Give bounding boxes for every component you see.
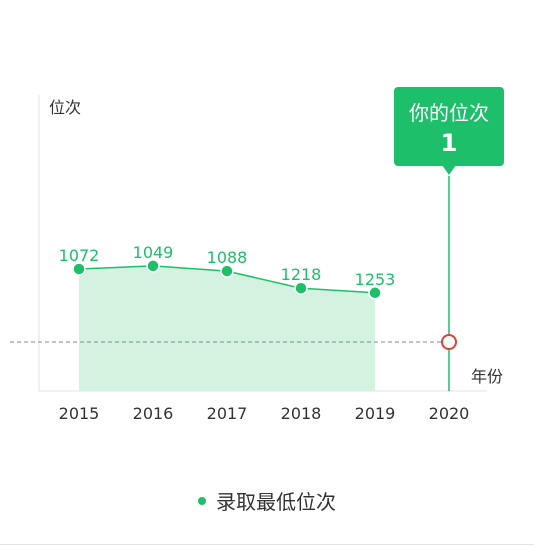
legend-dot-icon: [198, 496, 206, 505]
divider: [0, 544, 534, 545]
data-point-2015: [72, 262, 86, 276]
x-tick-2019: 2019: [355, 404, 396, 423]
data-label-2019: 1253: [355, 270, 396, 289]
user-rank-marker: [441, 334, 457, 350]
data-label-2018: 1218: [281, 265, 322, 284]
legend-label: 录取最低位次: [216, 490, 336, 514]
data-label-2015: 1072: [59, 246, 100, 265]
x-tick-2015: 2015: [59, 404, 100, 423]
x-tick-2018: 2018: [281, 404, 322, 423]
data-point-2017: [220, 264, 234, 278]
x-tick-2020: 2020: [429, 404, 470, 423]
user-rank-callout-value: 1: [441, 129, 458, 157]
area-fill: [79, 265, 375, 391]
user-rank-callout-pointer: [442, 165, 456, 175]
rank-chart: 位次 年份 1072 1049 1088 1218 1253 2015 2016 2017 2…: [10, 87, 504, 423]
data-label-2016: 1049: [133, 243, 174, 262]
data-point-2016: [146, 259, 160, 273]
data-label-2017: 1088: [207, 248, 248, 267]
x-tick-2016: 2016: [133, 404, 174, 423]
data-point-2019: [368, 286, 382, 300]
x-tick-2017: 2017: [207, 404, 248, 423]
x-axis-label: 年份: [471, 367, 503, 386]
user-rank-callout-label: 你的位次: [409, 101, 489, 125]
user-rank-callout-box: [394, 87, 504, 166]
data-point-2018: [294, 281, 308, 295]
y-axis-label: 位次: [49, 98, 81, 117]
legend: 录取最低位次: [0, 486, 534, 515]
